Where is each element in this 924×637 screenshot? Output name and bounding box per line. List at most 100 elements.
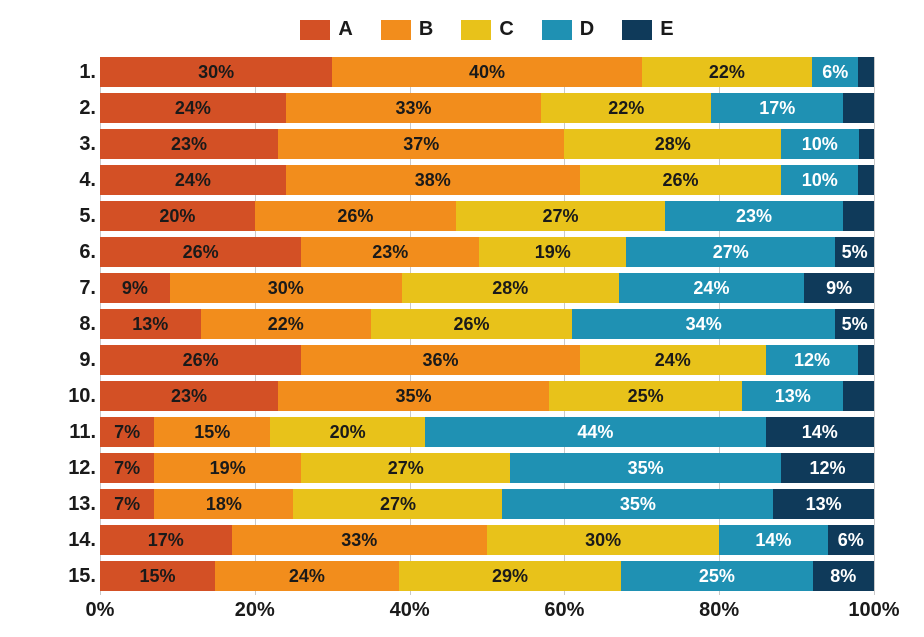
bar-segment-B: 22% [201, 309, 371, 339]
segment-value: 23% [171, 386, 207, 407]
segment-value: 7% [114, 458, 140, 479]
legend-swatch-A [300, 20, 330, 40]
bar-segment-E [859, 129, 874, 159]
bar-segment-A: 23% [100, 129, 278, 159]
segment-value: 36% [423, 350, 459, 371]
chart-row: 12.7%19%27%35%12% [100, 453, 874, 483]
bar-segment-B: 23% [301, 237, 479, 267]
segment-value: 19% [535, 242, 571, 263]
stacked-bar: 15%24%29%25%8% [100, 561, 874, 591]
chart-row: 4.24%38%26%10% [100, 165, 874, 195]
bar-segment-B: 40% [332, 57, 642, 87]
bar-segment-E [843, 93, 874, 123]
chart-row: 8.13%22%26%34%5% [100, 309, 874, 339]
segment-value: 20% [159, 206, 195, 227]
segment-value: 35% [628, 458, 664, 479]
bar-segment-E [858, 57, 873, 87]
bar-segment-C: 28% [564, 129, 781, 159]
legend-swatch-E [622, 20, 652, 40]
segment-value: 34% [686, 314, 722, 335]
chart-row: 15.15%24%29%25%8% [100, 561, 874, 591]
bar-segment-C: 25% [549, 381, 743, 411]
segment-value: 5% [842, 242, 868, 263]
stacked-bar: 7% 19% 27% 35% 12% [100, 453, 874, 483]
bar-segment-C: 28% [402, 273, 619, 303]
x-tick-label: 80% [699, 599, 739, 622]
segment-value: 15% [139, 566, 175, 587]
stacked-bar: 23%37%28%10% [100, 129, 874, 159]
plot-area: 1.30%40%22%6%2.24%33%22%17%3.23%37%28%10… [100, 55, 874, 595]
bar-segment-D: 6% [812, 57, 858, 87]
bar-segment-C: 29% [399, 561, 621, 591]
segment-value: 27% [388, 458, 424, 479]
bar-segment-B: 30% [170, 273, 402, 303]
bar-segment-B: 18% [154, 489, 293, 519]
segment-value: 17% [148, 530, 184, 551]
segment-value: 14% [802, 422, 838, 443]
segment-value: 14% [755, 530, 791, 551]
bar-segment-E: 12% [781, 453, 874, 483]
rows-container: 1.30%40%22%6%2.24%33%22%17%3.23%37%28%10… [100, 55, 874, 595]
bar-segment-D: 12% [766, 345, 859, 375]
bar-segment-E: 14% [766, 417, 874, 447]
bar-segment-A: 7% [100, 417, 154, 447]
row-label: 5. [52, 201, 96, 231]
x-tick-label: 60% [544, 599, 584, 622]
segment-value: 24% [175, 98, 211, 119]
segment-value: 13% [775, 386, 811, 407]
segment-value: 30% [198, 62, 234, 83]
row-label: 2. [52, 93, 96, 123]
legend-item-A: A [300, 18, 352, 41]
segment-value: 38% [415, 170, 451, 191]
segment-value: 13% [806, 494, 842, 515]
bar-segment-D: 17% [711, 93, 843, 123]
chart-row: 6.26%23%19%27%5% [100, 237, 874, 267]
segment-value: 10% [802, 170, 838, 191]
segment-value: 18% [206, 494, 242, 515]
segment-value: 23% [372, 242, 408, 263]
legend-swatch-D [542, 20, 572, 40]
bar-segment-A: 20% [100, 201, 255, 231]
bar-segment-C: 26% [580, 165, 781, 195]
bar-segment-E [858, 165, 873, 195]
legend-item-B: B [381, 18, 433, 41]
x-tick-label: 100% [848, 599, 899, 622]
segment-value: 13% [132, 314, 168, 335]
bar-segment-B: 35% [278, 381, 549, 411]
bar-segment-C: 27% [293, 489, 502, 519]
bar-segment-C: 20% [270, 417, 425, 447]
chart-row: 11.7%15%20%44%14% [100, 417, 874, 447]
legend-label-A: A [338, 18, 352, 41]
bar-segment-B: 19% [154, 453, 301, 483]
bar-segment-D: 44% [425, 417, 766, 447]
x-tick-label: 20% [235, 599, 275, 622]
segment-value: 19% [210, 458, 246, 479]
segment-value: 25% [628, 386, 664, 407]
bar-segment-D: 24% [619, 273, 805, 303]
segment-value: 15% [194, 422, 230, 443]
stacked-bar: 26%23%19%27%5% [100, 237, 874, 267]
row-label: 9. [52, 345, 96, 375]
bar-segment-E: 6% [828, 525, 874, 555]
stacked-bar: 30%40%22%6% [100, 57, 874, 87]
stacked-bar: 24%33%22%17% [100, 93, 874, 123]
bar-segment-A: 23% [100, 381, 278, 411]
segment-value: 6% [838, 530, 864, 551]
gridline [874, 57, 875, 595]
x-axis: 0%20%40%60%80%100% [100, 599, 874, 629]
bar-segment-D: 34% [572, 309, 835, 339]
segment-value: 35% [395, 386, 431, 407]
chart-row: 10.23%35%25%13% [100, 381, 874, 411]
chart-row: 7.9%30%28%24%9% [100, 273, 874, 303]
bar-segment-B: 37% [278, 129, 564, 159]
bar-segment-A: 9% [100, 273, 170, 303]
bar-segment-C: 27% [456, 201, 665, 231]
segment-value: 28% [655, 134, 691, 155]
row-label: 14. [52, 525, 96, 555]
segment-value: 27% [543, 206, 579, 227]
bar-segment-B: 38% [286, 165, 580, 195]
chart-row: 2.24%33%22%17% [100, 93, 874, 123]
chart-row: 1.30%40%22%6% [100, 57, 874, 87]
segment-value: 9% [122, 278, 148, 299]
segment-value: 37% [403, 134, 439, 155]
